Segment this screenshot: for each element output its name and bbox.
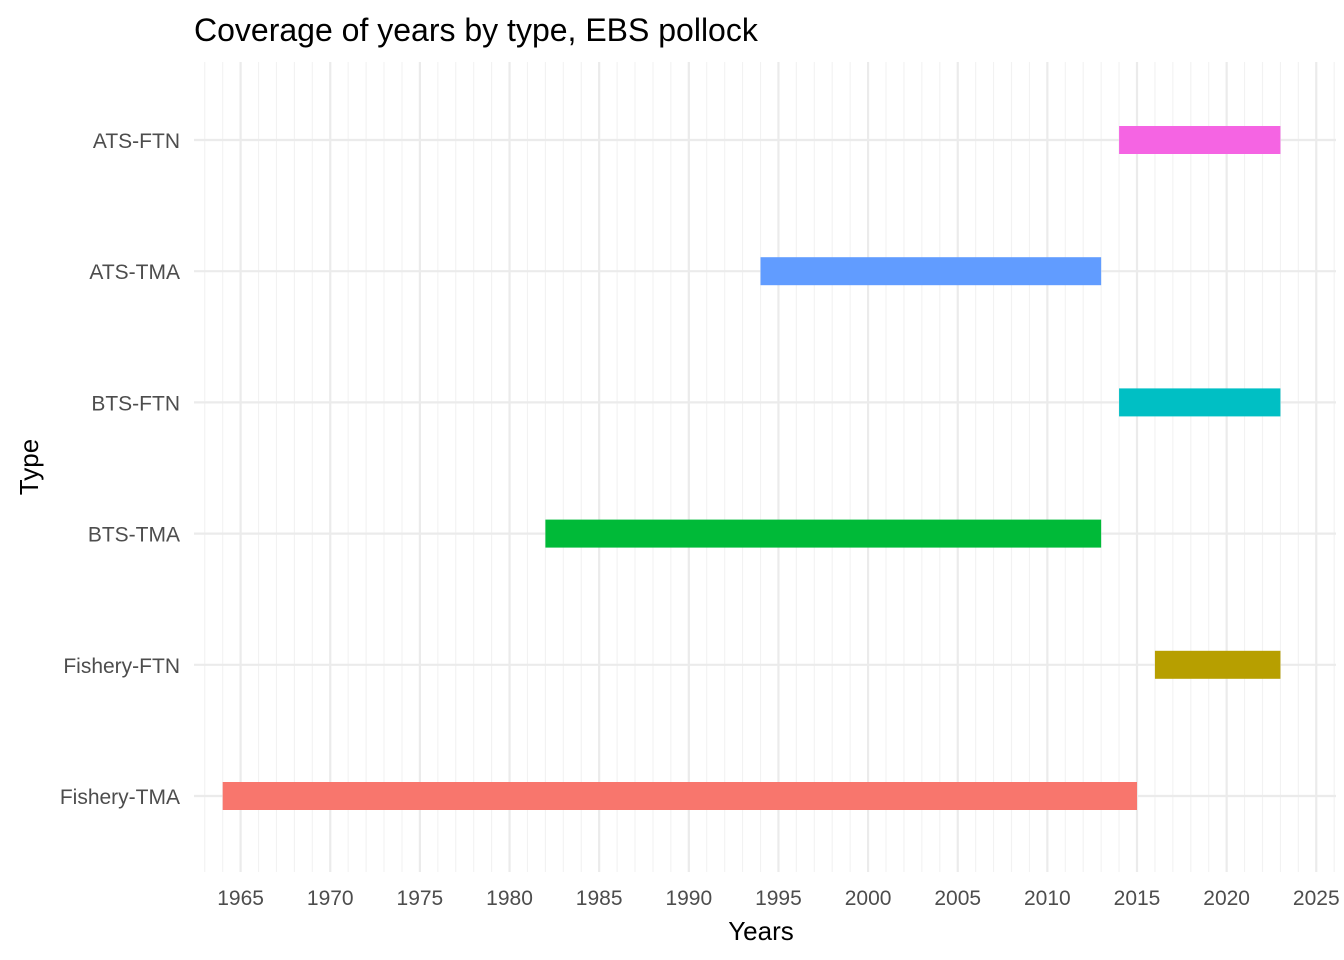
y-tick-label: ATS-TMA [89,261,180,284]
y-tick-label: BTS-FTN [91,392,180,415]
x-tick-label: 1990 [665,887,712,910]
y-tick-label: BTS-TMA [88,524,180,547]
bar-bts-ftn [1119,388,1281,417]
x-tick-label: 2005 [934,887,981,910]
grid-layer [194,62,1336,872]
x-tick-label: 2000 [845,887,892,910]
y-tick-label: Fishery-TMA [60,786,180,809]
chart-title: Coverage of years by type, EBS pollock [194,12,759,48]
bar-bts-tma [545,519,1102,548]
bar-fishery-ftn [1154,650,1281,679]
x-tick-label: 2020 [1203,887,1250,910]
x-tick-label: 2025 [1293,887,1340,910]
bar-layer [222,126,1281,810]
x-tick-label: 2010 [1024,887,1071,910]
bar-fishery-tma [222,782,1138,810]
x-tick-label: 1975 [397,887,444,910]
x-tick-label: 1965 [217,887,264,910]
x-tick-label: 1970 [307,887,354,910]
x-tick-label: 1995 [755,887,802,910]
y-tick-label: ATS-FTN [93,130,180,153]
y-tick-layer: ATS-FTN ATS-TMA BTS-FTN BTS-TMA Fishery-FTN F… [60,130,180,809]
x-tick-label: 2015 [1114,887,1161,910]
x-axis-title: Years [728,916,794,946]
y-axis-title: Type [14,439,44,495]
bar-ats-tma [760,257,1102,286]
y-tick-label: Fishery-FTN [63,655,180,678]
x-tick-label: 1985 [576,887,623,910]
bar-ats-ftn [1119,126,1281,154]
x-tick-label: 1980 [486,887,533,910]
x-tick-layer: 1965 1970 1975 1980 1985 1990 1995 2000 2005 2010… [217,887,1339,910]
